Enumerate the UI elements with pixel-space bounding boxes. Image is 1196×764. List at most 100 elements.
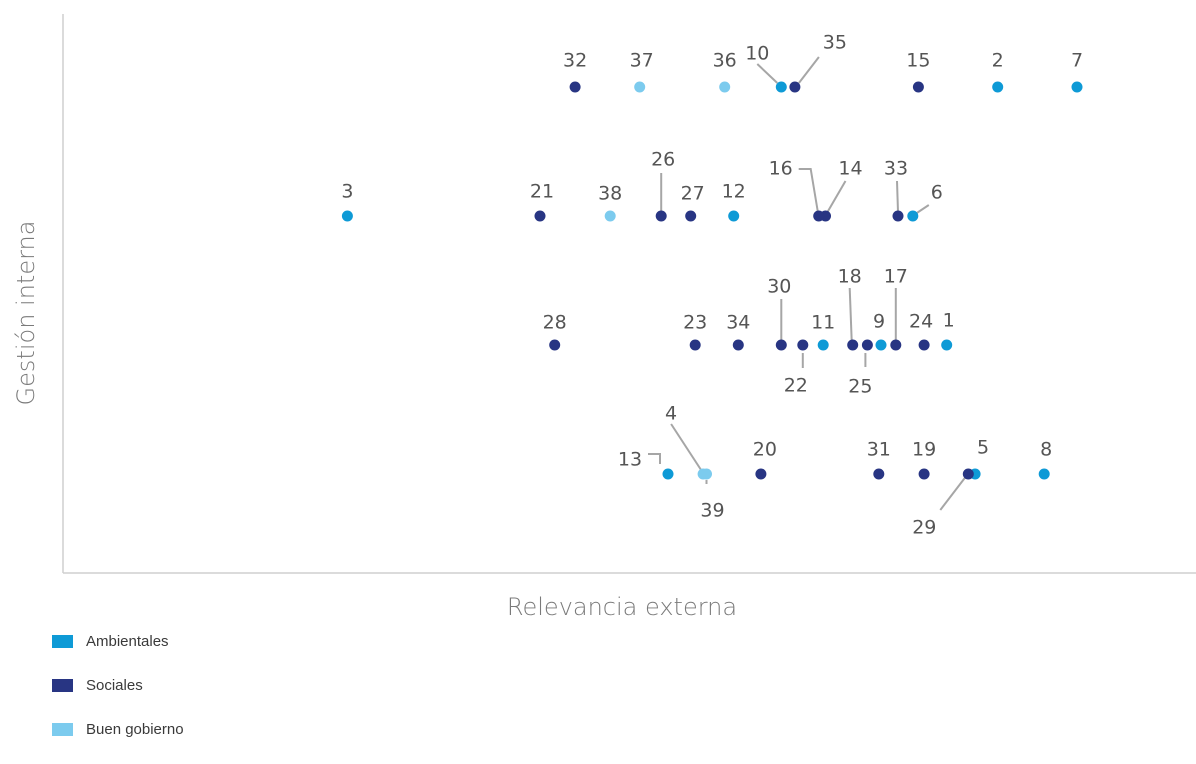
data-point-32 xyxy=(569,81,581,93)
data-point-26 xyxy=(655,210,667,222)
point-label-2: 2 xyxy=(992,50,1004,72)
leader-line-10 xyxy=(756,63,778,84)
data-point-13 xyxy=(662,468,674,480)
point-label-12: 12 xyxy=(722,181,746,203)
legend-label-sociales: Sociales xyxy=(86,676,143,694)
legend-swatch-sociales xyxy=(52,678,73,692)
point-label-5: 5 xyxy=(977,437,989,459)
data-point-27 xyxy=(685,210,697,222)
point-label-6: 6 xyxy=(931,182,943,204)
legend-item-sociales: Sociales xyxy=(52,676,184,694)
point-label-11: 11 xyxy=(811,312,835,334)
point-label-4: 4 xyxy=(665,403,677,425)
point-label-10: 10 xyxy=(745,43,769,65)
data-point-1 xyxy=(941,339,953,351)
point-label-17: 17 xyxy=(884,266,908,288)
leader-line-13 xyxy=(648,453,661,464)
leader-line-16 xyxy=(798,168,819,212)
point-label-13: 13 xyxy=(618,449,642,471)
data-point-38 xyxy=(604,210,616,222)
data-point-28 xyxy=(549,339,561,351)
point-label-36: 36 xyxy=(713,50,737,72)
data-point-18 xyxy=(847,339,859,351)
point-label-18: 18 xyxy=(838,266,862,288)
point-label-26: 26 xyxy=(651,149,675,171)
point-label-21: 21 xyxy=(530,181,554,203)
data-point-21 xyxy=(534,210,546,222)
point-label-30: 30 xyxy=(767,276,791,298)
data-point-3 xyxy=(341,210,353,222)
data-point-35 xyxy=(789,81,801,93)
data-point-15 xyxy=(912,81,924,93)
point-label-24: 24 xyxy=(909,311,933,333)
data-point-10 xyxy=(775,81,787,93)
data-point-2 xyxy=(992,81,1004,93)
data-point-11 xyxy=(817,339,829,351)
point-label-31: 31 xyxy=(867,439,891,461)
point-label-25: 25 xyxy=(848,376,872,398)
data-point-19 xyxy=(918,468,930,480)
point-label-28: 28 xyxy=(543,312,567,334)
point-label-34: 34 xyxy=(726,312,750,334)
point-label-15: 15 xyxy=(906,50,930,72)
leader-line-33 xyxy=(896,180,899,213)
point-label-29: 29 xyxy=(912,517,936,539)
point-label-20: 20 xyxy=(753,439,777,461)
point-label-33: 33 xyxy=(884,158,908,180)
legend-item-ambientales: Ambientales xyxy=(52,632,184,650)
leader-line-29 xyxy=(939,475,968,511)
leader-line-14 xyxy=(826,180,847,213)
leader-line-6 xyxy=(916,204,930,214)
point-label-19: 19 xyxy=(912,439,936,461)
legend-label-buen-gobierno: Buen gobierno xyxy=(86,720,184,738)
point-label-39: 39 xyxy=(700,500,724,522)
leader-line-18 xyxy=(848,287,853,342)
data-point-36 xyxy=(719,81,731,93)
data-point-31 xyxy=(873,468,885,480)
data-point-22 xyxy=(797,339,809,351)
point-label-3: 3 xyxy=(341,181,353,203)
point-label-1: 1 xyxy=(943,310,955,332)
point-label-16: 16 xyxy=(769,158,793,180)
point-label-22: 22 xyxy=(784,375,808,397)
point-label-9: 9 xyxy=(873,311,885,333)
legend-label-ambientales: Ambientales xyxy=(86,632,169,650)
x-axis-title: Relevancia externa xyxy=(507,593,737,621)
data-point-33 xyxy=(892,210,904,222)
point-label-32: 32 xyxy=(563,50,587,72)
data-point-8 xyxy=(1038,468,1050,480)
point-label-8: 8 xyxy=(1040,439,1052,461)
data-point-39 xyxy=(701,468,712,480)
data-points xyxy=(341,81,1083,480)
data-point-20 xyxy=(755,468,767,480)
data-point-6 xyxy=(907,210,919,222)
leader-line-4 xyxy=(670,423,702,471)
point-label-14: 14 xyxy=(838,158,862,180)
point-label-35: 35 xyxy=(823,32,847,54)
data-point-24 xyxy=(918,339,930,351)
data-point-17 xyxy=(890,339,902,351)
data-point-16 xyxy=(813,210,825,222)
scatter-chart: Relevancia externa Gestión interna 12345… xyxy=(12,14,1196,621)
data-point-34 xyxy=(732,339,744,351)
data-point-30 xyxy=(775,339,787,351)
legend-swatch-ambientales xyxy=(52,634,73,648)
point-label-7: 7 xyxy=(1071,50,1083,72)
legend: Ambientales Sociales Buen gobierno xyxy=(52,632,184,764)
point-label-23: 23 xyxy=(683,312,707,334)
data-point-25 xyxy=(861,339,873,351)
data-point-9 xyxy=(875,339,887,351)
leader-line-35 xyxy=(798,56,820,84)
data-point-23 xyxy=(689,339,701,351)
data-point-7 xyxy=(1071,81,1083,93)
point-label-38: 38 xyxy=(598,183,622,205)
y-axis-title: Gestión interna xyxy=(12,221,40,406)
data-point-37 xyxy=(634,81,646,93)
point-label-27: 27 xyxy=(681,183,705,205)
point-label-37: 37 xyxy=(630,50,654,72)
leader-lines xyxy=(648,56,968,511)
legend-swatch-buen-gobierno xyxy=(52,722,73,736)
data-point-29 xyxy=(962,468,974,480)
legend-item-buen-gobierno: Buen gobierno xyxy=(52,720,184,738)
